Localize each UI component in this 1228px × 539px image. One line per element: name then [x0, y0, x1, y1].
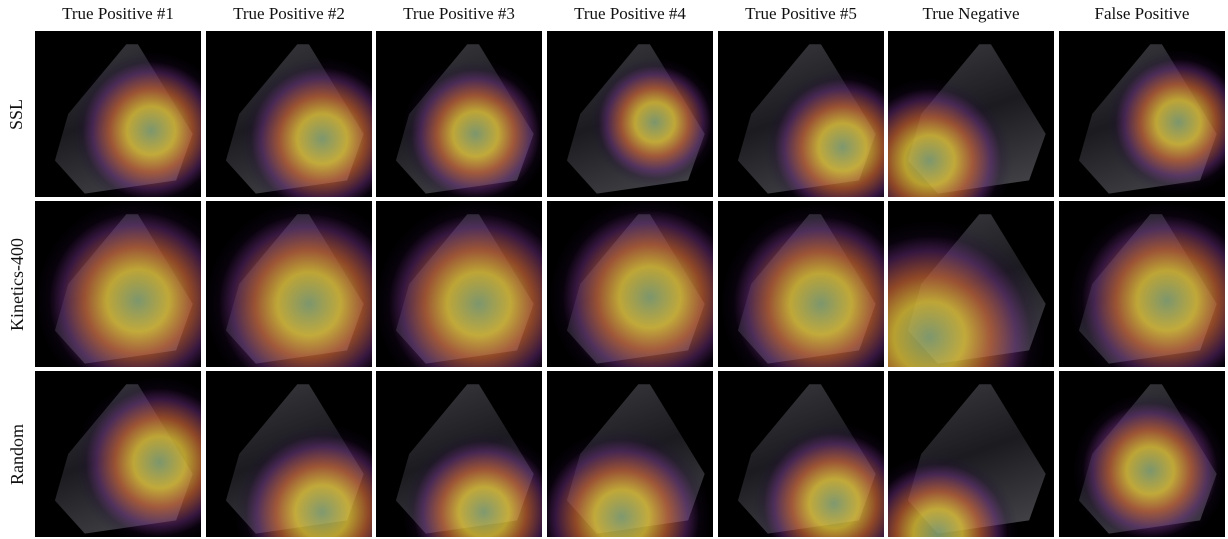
column-title: True Positive #2: [206, 4, 372, 24]
saliency-image: [1059, 201, 1225, 367]
heatmap: [718, 31, 884, 197]
saliency-image: [547, 371, 713, 537]
heatmap: [35, 371, 201, 537]
saliency-image: [718, 31, 884, 197]
heatmap: [888, 31, 1054, 197]
heatmap: [376, 371, 542, 537]
saliency-image: [376, 201, 542, 367]
heatmap: [206, 371, 372, 537]
saliency-image: [35, 201, 201, 367]
heatmap: [206, 31, 372, 197]
heatmap: [547, 31, 713, 197]
saliency-image: [35, 371, 201, 537]
row-label: Random: [0, 371, 34, 537]
row-label-text: SSL: [7, 98, 28, 129]
row-label-text: Random: [7, 424, 28, 485]
column-title: True Positive #3: [376, 4, 542, 24]
heatmap: [718, 371, 884, 537]
heatmap: [547, 371, 713, 537]
saliency-image: [718, 201, 884, 367]
column-title: True Negative: [888, 4, 1054, 24]
saliency-image: [1059, 31, 1225, 197]
heatmap: [1059, 31, 1225, 197]
heatmap: [718, 201, 884, 367]
saliency-image: [718, 371, 884, 537]
saliency-image: [376, 31, 542, 197]
row-label: SSL: [0, 31, 34, 197]
figure: True Positive #1True Positive #2True Pos…: [0, 0, 1228, 539]
saliency-image: [376, 371, 542, 537]
heatmap: [376, 201, 542, 367]
row-label-text: Kinetics-400: [7, 238, 28, 331]
row-label: Kinetics-400: [0, 201, 34, 367]
heatmap: [35, 31, 201, 197]
column-title: False Positive: [1059, 4, 1225, 24]
saliency-image: [547, 31, 713, 197]
heatmap: [888, 371, 1054, 537]
heatmap: [206, 201, 372, 367]
saliency-image: [206, 371, 372, 537]
heatmap: [376, 31, 542, 197]
column-title: True Positive #4: [547, 4, 713, 24]
saliency-image: [888, 201, 1054, 367]
heatmap: [35, 201, 201, 367]
heatmap: [1059, 371, 1225, 537]
column-title: True Positive #5: [718, 4, 884, 24]
saliency-image: [888, 371, 1054, 537]
saliency-image: [1059, 371, 1225, 537]
saliency-image: [547, 201, 713, 367]
heatmap: [1059, 201, 1225, 367]
column-title: True Positive #1: [35, 4, 201, 24]
saliency-image: [206, 201, 372, 367]
heatmap: [888, 201, 1054, 367]
saliency-image: [206, 31, 372, 197]
saliency-image: [35, 31, 201, 197]
saliency-image: [888, 31, 1054, 197]
heatmap: [547, 201, 713, 367]
